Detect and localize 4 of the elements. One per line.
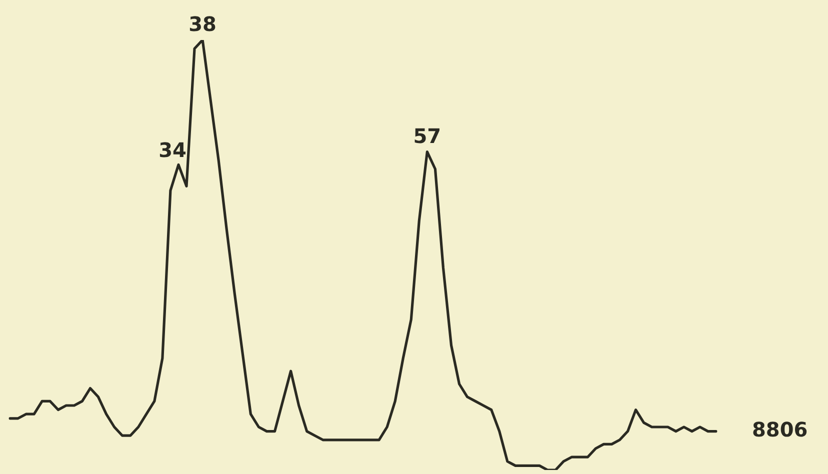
annotation: 38 <box>188 12 216 36</box>
annotation: 57 <box>413 124 442 148</box>
text: 8806 <box>752 418 808 442</box>
annotation: 34 <box>158 138 186 162</box>
